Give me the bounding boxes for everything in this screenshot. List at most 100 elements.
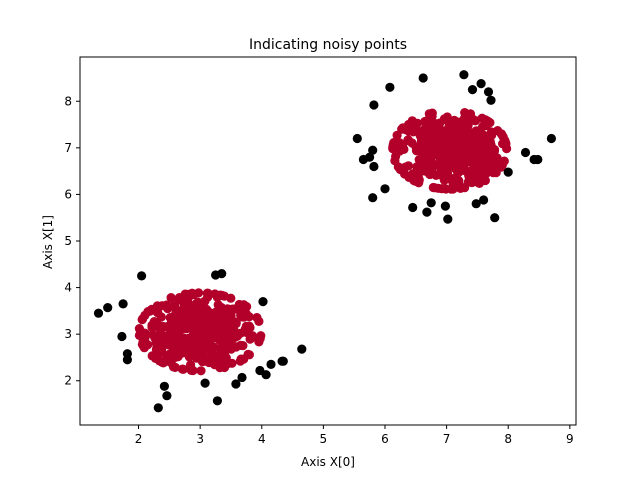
noise-point: [459, 70, 469, 80]
core-point-1: [453, 154, 463, 164]
core-point-0: [198, 301, 209, 312]
noise-point: [426, 198, 436, 208]
core-point-1: [473, 177, 483, 187]
core-point-0: [223, 359, 233, 369]
core-point-0: [239, 312, 249, 322]
noise-point: [503, 167, 513, 177]
core-point-0: [134, 330, 144, 340]
x-tick-label: 5: [320, 432, 328, 446]
core-point-1: [440, 153, 450, 163]
core-point-0: [177, 364, 187, 374]
noise-point: [277, 356, 287, 366]
core-point-1: [456, 136, 466, 146]
noise-point: [369, 161, 379, 172]
core-point-0: [196, 338, 206, 348]
y-tick-label: 7: [64, 141, 72, 155]
core-point-1: [441, 184, 451, 194]
y-axis: 2 3 4 5 6 7 8: [64, 94, 80, 388]
noise-point: [231, 379, 241, 389]
noise-point: [408, 202, 418, 213]
core-point-1: [427, 108, 437, 118]
core-point-1: [482, 157, 492, 167]
noise-point: [546, 133, 557, 144]
noise-point: [103, 303, 113, 313]
core-point-0: [216, 327, 226, 337]
core-point-0: [230, 332, 240, 342]
noise-point: [237, 372, 247, 383]
noise-point: [117, 331, 127, 342]
noise-point: [479, 195, 489, 205]
core-point-1: [501, 139, 511, 149]
core-point-0: [138, 314, 148, 324]
core-point-1: [403, 161, 413, 171]
y-tick-label: 4: [64, 281, 72, 295]
noise-point: [159, 381, 169, 391]
core-point-0: [254, 316, 264, 326]
noise-point: [162, 391, 172, 401]
core-point-0: [164, 334, 175, 344]
noise-point: [137, 271, 147, 281]
core-point-0: [205, 337, 215, 347]
core-point-0: [245, 322, 255, 333]
core-point-1: [442, 128, 452, 138]
core-point-0: [210, 289, 220, 299]
core-point-0: [204, 344, 214, 354]
noise-point: [533, 154, 543, 165]
core-point-0: [157, 301, 167, 311]
y-tick-label: 2: [64, 374, 72, 388]
core-point-1: [423, 160, 433, 170]
core-point-0: [176, 324, 186, 334]
core-point-1: [448, 118, 458, 128]
core-point-1: [416, 138, 426, 148]
noise-point: [266, 359, 276, 369]
core-point-0: [143, 340, 153, 350]
noise-point: [440, 201, 450, 211]
core-point-1: [460, 128, 470, 138]
noise-point: [365, 152, 375, 162]
core-point-0: [176, 346, 186, 356]
core-point-1: [484, 117, 494, 127]
core-point-0: [178, 305, 188, 315]
core-point-1: [484, 147, 494, 157]
core-point-0: [246, 333, 257, 343]
x-tick-label: 6: [381, 432, 389, 446]
noise-point: [369, 100, 379, 110]
core-point-1: [435, 143, 445, 153]
noise-point: [200, 378, 210, 388]
core-point-1: [478, 170, 489, 180]
core-point-0: [196, 366, 206, 376]
noise-point: [483, 87, 494, 97]
core-point-0: [203, 288, 213, 298]
core-point-1: [469, 129, 479, 139]
plot-frame: [79, 56, 577, 426]
y-axis-label: Axis X[1]: [41, 215, 55, 269]
core-point-0: [158, 321, 168, 332]
y-tick-label: 3: [64, 327, 72, 341]
core-point-1: [407, 116, 417, 126]
x-tick-label: 7: [443, 432, 451, 446]
core-point-0: [188, 336, 198, 346]
core-point-0: [199, 309, 209, 319]
core-point-1: [423, 118, 433, 128]
core-point-1: [439, 114, 449, 124]
core-point-1: [412, 126, 422, 136]
core-point-1: [454, 181, 464, 191]
core-point-0: [178, 333, 188, 344]
y-tick-label: 5: [64, 234, 72, 248]
core-point-1: [388, 140, 398, 150]
x-axis-label: Axis X[0]: [301, 455, 355, 469]
y-tick-label: 6: [64, 187, 72, 201]
core-point-1: [409, 175, 419, 186]
core-point-1: [435, 134, 445, 144]
core-point-0: [183, 347, 193, 357]
x-tick-label: 3: [196, 432, 204, 446]
core-point-0: [217, 303, 227, 313]
core-point-0: [157, 357, 167, 367]
noise-point: [261, 370, 271, 380]
core-point-0: [185, 314, 195, 324]
noise-point: [380, 184, 390, 194]
core-point-0: [186, 365, 196, 375]
core-point-1: [395, 164, 405, 175]
noise-point: [418, 73, 428, 83]
noise-point: [352, 133, 362, 144]
